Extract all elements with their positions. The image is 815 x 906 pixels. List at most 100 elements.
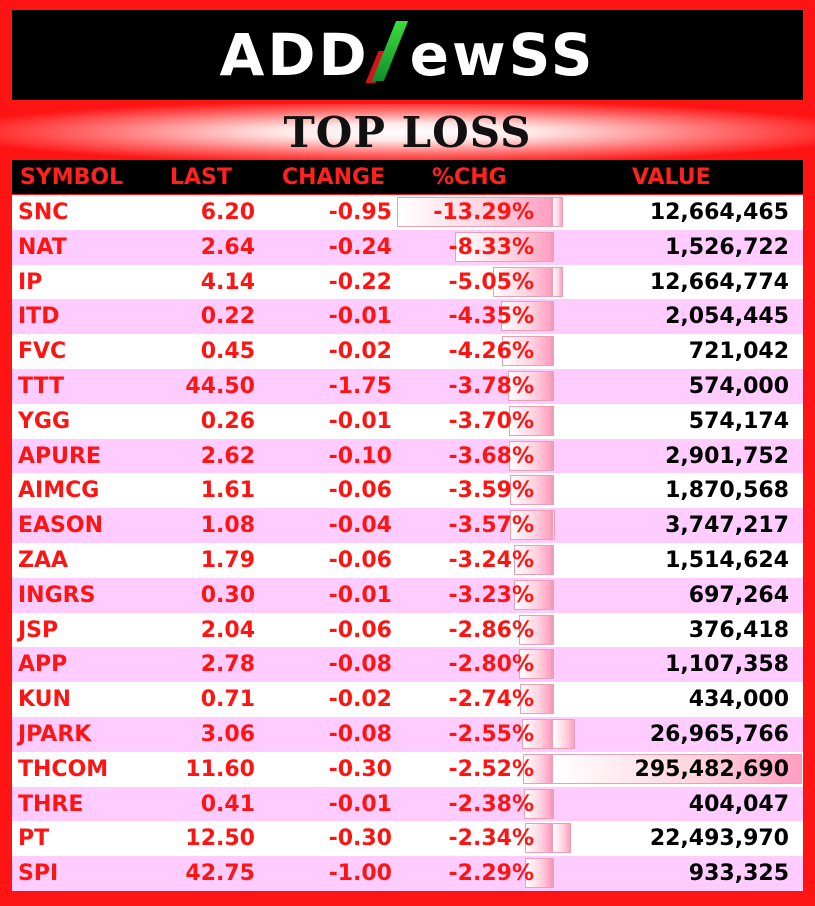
top-loss-table: SYMBOL LAST CHANGE %CHG VALUE SNC 6.20 -0.… — [12, 160, 803, 891]
cell-value: 22,493,970 — [649, 826, 789, 852]
cell-symbol: THCOM — [18, 756, 109, 782]
cell-last: 2.62 — [200, 443, 255, 469]
table-row: FVC 0.45 -0.02 -4.26% 721,042 — [12, 334, 803, 369]
cell-change: -0.06 — [328, 478, 392, 504]
pchg-bar — [522, 718, 552, 749]
cell-value: 12,664,465 — [649, 200, 789, 225]
cell-pchg: -2.74% — [448, 687, 534, 713]
cell-pchg: -8.33% — [448, 234, 534, 260]
table-row: ITD 0.22 -0.01 -4.35% 2,054,445 — [12, 299, 803, 335]
title-band: TOP LOSS — [0, 104, 815, 160]
cell-symbol: FVC — [18, 339, 67, 365]
cell-last: 0.71 — [200, 687, 255, 713]
table-row: NAT 2.64 -0.24 -8.33% 1,526,722 — [12, 229, 803, 265]
cell-value: 574,000 — [688, 373, 789, 399]
cell-symbol: PT — [18, 826, 50, 852]
cell-pchg: -2.38% — [448, 791, 534, 817]
logo-bar: ADD ewSS — [12, 10, 803, 100]
cell-last: 3.06 — [200, 721, 255, 747]
cell-change: -0.06 — [328, 547, 392, 573]
value-bar — [552, 197, 563, 227]
cell-last: 2.78 — [200, 652, 255, 678]
cell-symbol: SNC — [18, 200, 69, 225]
table-row: JSP 2.04 -0.06 -2.86% 376,418 — [12, 612, 803, 648]
cell-change: -0.01 — [328, 408, 392, 434]
pchg-bar — [493, 266, 552, 297]
cell-pchg: -3.78% — [448, 373, 534, 399]
cell-last: 0.41 — [200, 791, 255, 817]
cell-value: 12,664,774 — [649, 269, 789, 295]
pchg-bar — [507, 370, 552, 401]
cell-last: 44.50 — [185, 373, 255, 399]
cell-value: 721,042 — [688, 339, 789, 365]
pchg-bar — [397, 197, 552, 227]
value-bar — [552, 440, 555, 471]
value-bar — [552, 823, 572, 854]
cell-value: 574,174 — [688, 408, 789, 434]
table-row: APP 2.78 -0.08 -2.80% 1,107,358 — [12, 647, 803, 683]
cell-change: -0.02 — [328, 687, 392, 713]
cell-change: -0.10 — [328, 443, 392, 469]
cell-change: -0.02 — [328, 339, 392, 365]
table-row: THCOM 11.60 -0.30 -2.52% 295,482,690 — [12, 751, 803, 787]
pchg-bar — [520, 684, 552, 715]
cell-change: -0.08 — [328, 721, 392, 747]
table-row: YGG 0.26 -0.01 -3.70% 574,174 — [12, 403, 803, 439]
cell-symbol: APP — [18, 652, 68, 678]
cell-pchg: -5.05% — [448, 269, 534, 295]
pchg-bar — [508, 405, 552, 436]
cell-symbol: EASON — [18, 513, 104, 539]
cell-last: 11.60 — [185, 756, 255, 782]
pchg-bar — [514, 544, 552, 575]
column-header-value: VALUE — [632, 164, 711, 190]
cell-change: -0.01 — [328, 791, 392, 817]
cell-symbol: TTT — [18, 373, 65, 399]
pchg-bar — [524, 823, 552, 854]
cell-pchg: -3.68% — [448, 443, 534, 469]
table-header: SYMBOL LAST CHANGE %CHG VALUE — [12, 160, 803, 194]
value-bar — [552, 753, 802, 784]
cell-change: -0.01 — [328, 304, 392, 330]
pchg-bar — [454, 231, 552, 262]
table-row: INGRS 0.30 -0.01 -3.23% 697,264 — [12, 577, 803, 613]
table-row: SPI 42.75 -1.00 -2.29% 933,325 — [12, 856, 803, 891]
pchg-bar — [514, 579, 552, 610]
value-bar — [552, 336, 554, 367]
cell-value: 3,747,217 — [665, 513, 789, 539]
logo-text-post: ewSS — [409, 21, 596, 89]
cell-last: 0.30 — [200, 582, 255, 608]
cell-last: 2.04 — [200, 617, 255, 643]
value-bar — [552, 614, 554, 645]
cell-symbol: YGG — [18, 408, 71, 434]
cell-last: 0.26 — [200, 408, 255, 434]
cell-last: 4.14 — [200, 269, 255, 295]
cell-value: 434,000 — [688, 687, 789, 713]
cell-change: -0.08 — [328, 652, 392, 678]
column-header-pchg: %CHG — [432, 164, 507, 190]
column-header-change: CHANGE — [282, 164, 386, 190]
cell-value: 1,870,568 — [665, 478, 789, 504]
cell-change: -0.95 — [328, 200, 392, 225]
table-row: ZAA 1.79 -0.06 -3.24% 1,514,624 — [12, 542, 803, 578]
cell-last: 42.75 — [185, 861, 255, 887]
cell-last: 6.20 — [200, 200, 255, 225]
cell-pchg: -2.86% — [448, 617, 534, 643]
cell-change: -0.30 — [328, 826, 392, 852]
pchg-bar — [525, 858, 552, 889]
cell-value: 933,325 — [688, 861, 789, 887]
value-bar — [552, 370, 554, 401]
cell-pchg: -4.26% — [448, 339, 534, 365]
cell-last: 12.50 — [185, 826, 255, 852]
cell-symbol: NAT — [18, 234, 67, 260]
cell-pchg: -3.59% — [448, 478, 534, 504]
table-row: SNC 6.20 -0.95 -13.29% 12,664,465 — [12, 195, 803, 230]
value-bar — [552, 301, 554, 332]
pchg-bar — [522, 753, 552, 784]
cell-value: 404,047 — [688, 791, 789, 817]
pchg-bar — [509, 440, 552, 471]
table-row: IP 4.14 -0.22 -5.05% 12,664,774 — [12, 264, 803, 300]
value-bar — [552, 510, 556, 541]
cell-change: -0.24 — [328, 234, 392, 260]
value-bar — [552, 405, 554, 436]
cell-last: 2.64 — [200, 234, 255, 260]
